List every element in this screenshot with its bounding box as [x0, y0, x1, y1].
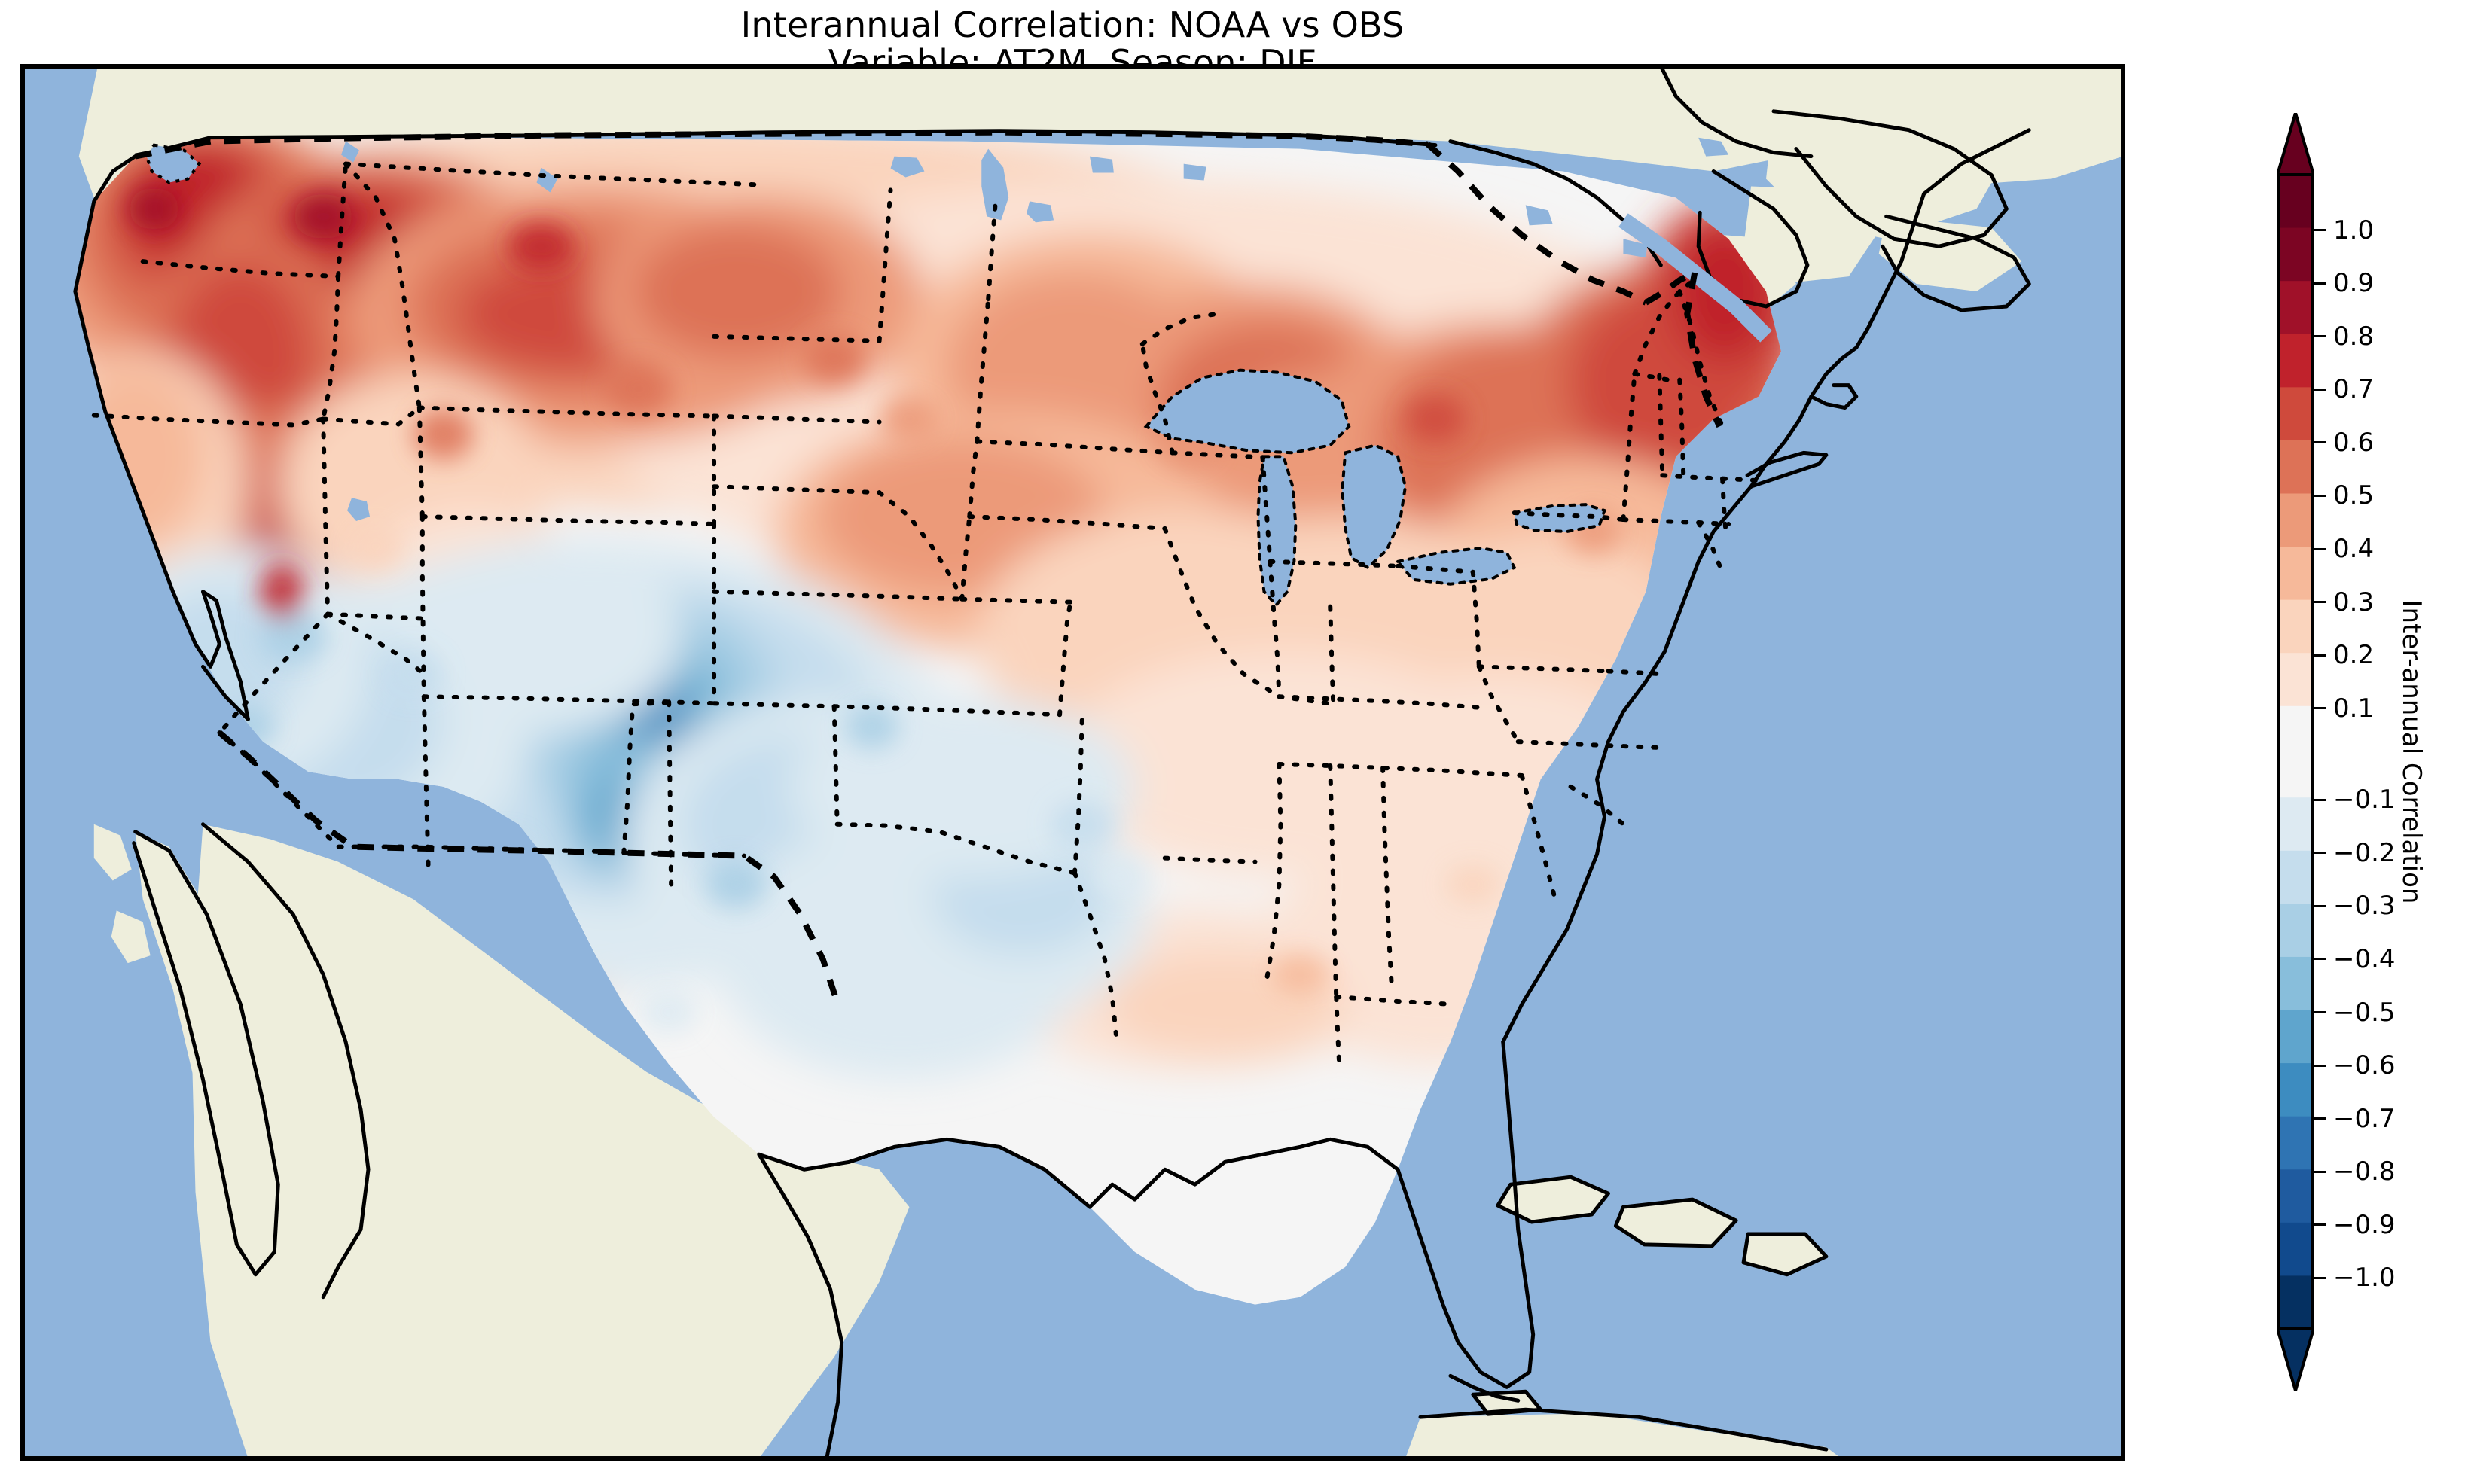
- colorbar-tick-mark: [2314, 1011, 2326, 1014]
- colorbar-tick-label: 1.0: [2333, 215, 2375, 245]
- colorbar-tick-mark: [2314, 1170, 2326, 1173]
- colorbar-tick-label: 0.5: [2333, 480, 2375, 511]
- colorbar-tick-label: 0.3: [2333, 587, 2375, 617]
- colorbar-tick-label: 0.9: [2333, 268, 2375, 299]
- colorbar-tick-label: −0.2: [2333, 837, 2396, 868]
- colorbar-tick: −0.9: [2314, 1210, 2396, 1240]
- colorbar-axis-label: Inter-annual Correlation: [2396, 599, 2427, 904]
- colorbar-tick-mark: [2314, 958, 2326, 961]
- colorbar-tick-label: 0.7: [2333, 374, 2375, 405]
- colorbar-tick-group: 1.0 0.9 0.8 0.7 0.6 0.5 0.4 0.3 0.2 0.1 −0.1 −0.2 −0…: [2314, 113, 2411, 1391]
- colorbar-tick-label: −0.1: [2333, 785, 2396, 815]
- title-line-1: Interannual Correlation: NOAA vs OBS: [740, 5, 1405, 45]
- colorbar-tick-mark: [2314, 335, 2326, 338]
- colorbar-tick-mark: [2314, 707, 2326, 710]
- colorbar-tick: −0.4: [2314, 944, 2396, 974]
- colorbar-tick-label: 0.6: [2333, 427, 2375, 458]
- state-borders: [91, 161, 1762, 1067]
- mexico-landmass: [93, 824, 910, 1458]
- colorbar-tick: 0.5: [2314, 480, 2374, 510]
- colorbar-tick: −0.1: [2314, 785, 2396, 815]
- colorbar-tick: −0.3: [2314, 891, 2396, 921]
- colorbar-tick-label: −0.5: [2333, 997, 2396, 1028]
- colorbar-tick-label: −0.7: [2333, 1103, 2396, 1134]
- map-plot-area[interactable]: [20, 64, 2125, 1461]
- colorbar-tick: −0.5: [2314, 998, 2396, 1028]
- colorbar-tick: 0.2: [2314, 640, 2374, 670]
- colorbar-tick: 0.9: [2314, 268, 2374, 298]
- colorbar-tick-label: −0.3: [2333, 891, 2396, 922]
- colorbar-tick: 1.0: [2314, 215, 2374, 245]
- correlation-field: [75, 137, 1781, 1305]
- colorbar[interactable]: [2277, 113, 2314, 1391]
- colorbar-tick-mark: [2314, 282, 2326, 285]
- colorbar-tick-label: −0.9: [2333, 1209, 2396, 1240]
- colorbar-tick-mark: [2314, 229, 2326, 232]
- colorbar-tick-mark: [2314, 494, 2326, 497]
- colorbar-tick-label: 0.1: [2333, 693, 2375, 724]
- colorbar-tick: −1.0: [2314, 1263, 2396, 1293]
- colorbar-tick-label: −1.0: [2333, 1263, 2396, 1294]
- colorbar-tick-mark: [2314, 852, 2326, 855]
- colorbar-tick-mark: [2314, 547, 2326, 550]
- colorbar-tick-mark: [2314, 388, 2326, 391]
- colorbar-tick-mark: [2314, 1117, 2326, 1120]
- colorbar-tick: 0.6: [2314, 428, 2374, 458]
- colorbar-tick: 0.8: [2314, 321, 2374, 352]
- colorbar-tick: −0.6: [2314, 1050, 2396, 1080]
- colorbar-tick-mark: [2314, 904, 2326, 907]
- colorbar-swatches: [2277, 113, 2314, 1391]
- colorbar-tick-label: 0.8: [2333, 321, 2375, 352]
- colorbar-tick: 0.3: [2314, 587, 2374, 617]
- colorbar-tick-mark: [2314, 1223, 2326, 1227]
- colorbar-tick-mark: [2314, 601, 2326, 604]
- colorbar-tick-mark: [2314, 798, 2326, 801]
- coastline-layer: [73, 66, 2031, 1458]
- colorbar-tick: −0.7: [2314, 1104, 2396, 1134]
- chart-title-block: Interannual Correlation: NOAA vs OBS Var…: [0, 6, 2145, 81]
- colorbar-tick-mark: [2314, 1064, 2326, 1067]
- colorbar-tick-label: 0.4: [2333, 534, 2375, 565]
- colorbar-tick: −0.8: [2314, 1156, 2396, 1187]
- map-frame-border: [23, 66, 2123, 1458]
- colorbar-tick-label: −0.6: [2333, 1050, 2396, 1081]
- colorbar-tick-label: −0.8: [2333, 1156, 2396, 1187]
- colorbar-tick: −0.2: [2314, 838, 2396, 868]
- colorbar-tick-mark: [2314, 654, 2326, 657]
- colorbar-tick-mark: [2314, 441, 2326, 444]
- colorbar-tick: 0.4: [2314, 534, 2374, 564]
- colorbar-tick: 0.7: [2314, 374, 2374, 404]
- correlation-map[interactable]: [23, 66, 2123, 1458]
- great-lakes: [145, 137, 1772, 608]
- colorbar-tick: 0.1: [2314, 693, 2374, 724]
- colorbar-tick-label: 0.2: [2333, 640, 2375, 671]
- international-border: [134, 129, 1722, 1006]
- colorbar-tick-mark: [2314, 1276, 2326, 1279]
- colorbar-tick-label: −0.4: [2333, 943, 2396, 974]
